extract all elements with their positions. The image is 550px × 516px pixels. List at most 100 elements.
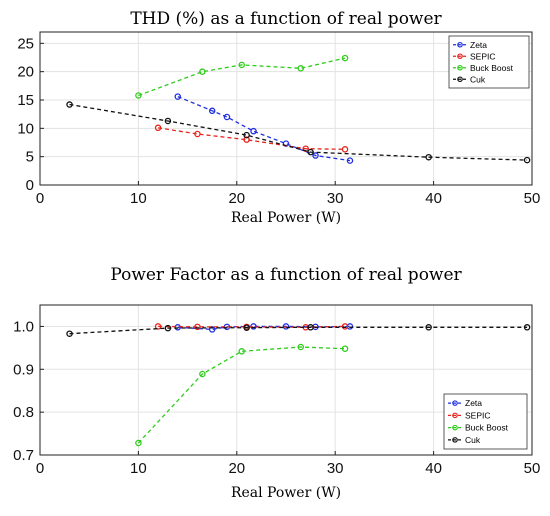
legend-label: SEPIC	[470, 51, 496, 61]
y-tick-label: 20	[17, 64, 34, 81]
y-tick-label: 0.8	[13, 404, 34, 421]
legend-label: Cuk	[465, 435, 481, 445]
data-point	[523, 324, 531, 331]
data-point	[341, 54, 349, 62]
legend-item: Zeta	[453, 40, 487, 50]
legend-label: SEPIC	[465, 410, 491, 420]
data-point	[135, 439, 142, 447]
data-point	[307, 148, 314, 156]
legend-item: Zeta	[448, 398, 482, 408]
y-tick-label: 1.0	[13, 318, 34, 335]
y-tick-label: 0	[26, 177, 34, 194]
legend-marker	[457, 53, 463, 60]
series-sepic	[154, 124, 349, 153]
legend-label: Zeta	[465, 398, 482, 408]
series-line	[177, 95, 351, 162]
data-point	[164, 324, 172, 332]
legend-item: Buck Boost	[448, 423, 509, 433]
data-point	[425, 153, 432, 161]
x-tick-label: 40	[425, 460, 442, 477]
legend-item: SEPIC	[453, 51, 496, 61]
legend-box	[443, 393, 528, 450]
legend-item: SEPIC	[448, 410, 491, 420]
legend-item: Buck Boost	[453, 63, 514, 73]
data-point	[307, 324, 314, 331]
data-point	[312, 152, 319, 159]
data-point	[223, 113, 231, 121]
series-line	[138, 57, 346, 97]
data-point	[250, 127, 257, 135]
legend-item: Cuk	[453, 74, 486, 84]
x-tick-label: 20	[228, 190, 245, 207]
y-tick-label: 5	[26, 149, 34, 166]
legend: Zeta SEPIC Buck Boost Cuk	[443, 393, 528, 450]
data-point	[194, 323, 201, 331]
legend-label: Buck Boost	[470, 63, 514, 73]
chart-panel-1: THD (%) as a function of real power 0 10 20…	[17, 9, 540, 226]
legend-marker	[457, 41, 463, 48]
series-buck-boost	[135, 343, 349, 447]
x-tick-label: 0	[36, 460, 44, 477]
axes-frame	[39, 304, 533, 456]
data-point	[282, 323, 290, 330]
chart-panel-2: Power Factor as a function of real power…	[13, 265, 540, 501]
series-cuk	[66, 324, 531, 337]
data-point	[66, 101, 73, 108]
legend-label: Zeta	[470, 40, 487, 50]
y-tick-label: 15	[17, 92, 34, 109]
data-point	[243, 136, 250, 143]
axes-frame	[39, 31, 533, 186]
data-point	[66, 330, 73, 337]
legend-marker	[457, 76, 463, 83]
series-line	[157, 127, 346, 150]
x-axis-label: Real Power (W)	[231, 485, 341, 501]
series-sepic	[154, 323, 349, 331]
series-zeta	[174, 93, 354, 164]
data-point	[154, 124, 162, 132]
x-tick-label: 30	[327, 460, 344, 477]
data-point	[238, 348, 245, 355]
legend-label: Buck Boost	[465, 423, 509, 433]
data-point	[154, 323, 162, 330]
data-point	[523, 156, 531, 164]
x-tick-label: 20	[228, 460, 245, 477]
x-tick-label: 40	[425, 190, 442, 207]
legend-marker	[452, 424, 458, 431]
data-point	[199, 370, 206, 378]
data-point	[346, 157, 354, 164]
data-point	[208, 107, 216, 115]
series-cuk	[66, 101, 531, 164]
y-tick-label: 0.9	[13, 361, 34, 378]
legend-label: Cuk	[470, 74, 486, 84]
data-point	[199, 68, 206, 75]
x-tick-label: 0	[36, 190, 44, 207]
x-tick-label: 10	[130, 190, 147, 207]
series-buck-boost	[135, 54, 349, 99]
series-line	[69, 103, 528, 161]
series-line	[137, 346, 346, 444]
legend-marker	[452, 412, 458, 419]
data-point	[341, 146, 349, 153]
data-point	[135, 92, 142, 99]
y-tick-label: 0.7	[13, 447, 34, 464]
data-point	[243, 131, 250, 139]
data-point	[164, 117, 172, 125]
data-point	[341, 345, 349, 352]
data-point	[297, 343, 305, 351]
data-point	[341, 323, 349, 330]
data-point	[208, 326, 216, 333]
legend-marker	[457, 64, 463, 71]
legend-marker	[452, 400, 458, 406]
data-point	[174, 93, 182, 100]
x-axis-label: Real Power (W)	[231, 210, 341, 226]
legend-marker	[452, 437, 458, 443]
x-tick-label: 30	[327, 190, 344, 207]
data-point	[297, 65, 305, 72]
legend-item: Cuk	[448, 435, 481, 445]
x-tick-label: 50	[524, 190, 541, 207]
y-tick-label: 10	[17, 120, 34, 137]
data-point	[243, 324, 250, 331]
x-tick-label: 50	[524, 460, 541, 477]
data-point	[194, 130, 201, 138]
